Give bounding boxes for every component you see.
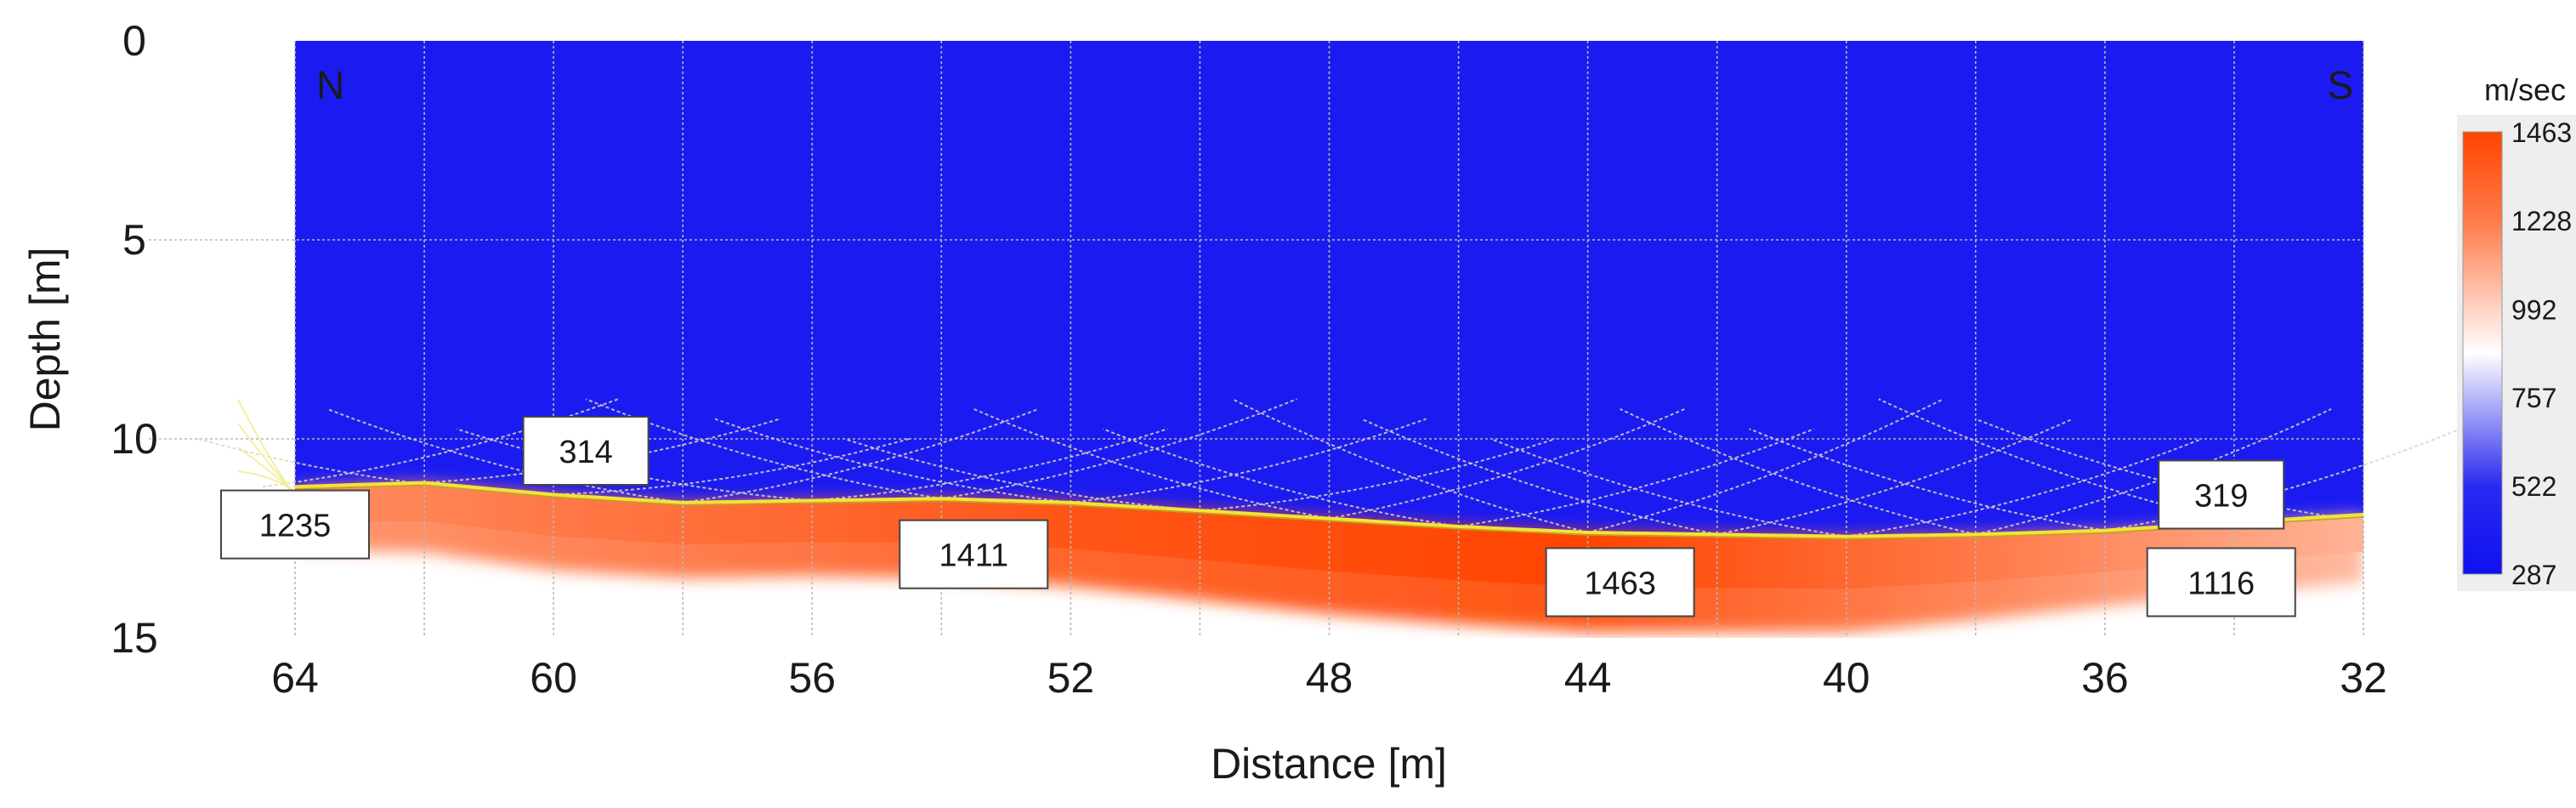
- velocity-annotation: 314: [522, 416, 650, 486]
- x-tick-label: 56: [788, 654, 836, 702]
- colorbar: m/sec 1463 1228 992 757 522 287: [2457, 72, 2576, 591]
- ray-path: [1490, 438, 1847, 538]
- y-tick-label: 0: [122, 17, 146, 65]
- ray-path: [1975, 407, 2332, 536]
- velocity-annotations: 314 1235 1411 1463 319 1116: [220, 416, 2296, 617]
- colorbar-ramp: [2462, 131, 2503, 575]
- annotation-box: [2146, 547, 2296, 617]
- x-tick-label: 32: [2340, 654, 2387, 702]
- x-tick-label: 48: [1306, 654, 1353, 702]
- ray-path: [683, 407, 1039, 504]
- ray-path-outside: [237, 399, 296, 494]
- annotation-box: [2158, 459, 2285, 530]
- velocity-annotation: 319: [2158, 459, 2285, 530]
- x-tick-label: 44: [1564, 654, 1612, 702]
- x-tick-label: 64: [271, 654, 319, 702]
- y-tick-label: 10: [111, 415, 158, 463]
- colorbar-tick-label: 522: [2511, 471, 2556, 502]
- velocity-annotation: 1116: [2146, 547, 2296, 617]
- colorbar-tick-label: 992: [2511, 294, 2556, 325]
- ray-path: [941, 398, 1297, 500]
- ray-path: [2104, 428, 2461, 532]
- colorbar-tick-label: 1228: [2511, 206, 2572, 236]
- ray-path: [326, 407, 684, 504]
- ray-path: [197, 438, 554, 496]
- ray-path: [973, 407, 1330, 520]
- x-tick-label: 52: [1047, 654, 1095, 702]
- annotation-text: 1411: [939, 538, 1008, 574]
- y-axis-label: Depth [m]: [21, 248, 69, 432]
- annotation-text: 1116: [2187, 566, 2255, 602]
- ray-path: [262, 398, 619, 488]
- ray-path: [1716, 418, 2074, 536]
- colorbar-tick-label: 1463: [2511, 117, 2572, 148]
- ray-path: [1329, 407, 1686, 520]
- ray-path: [1587, 398, 1944, 533]
- annotation-text: 1235: [259, 509, 332, 544]
- annotation-text: 319: [2194, 479, 2248, 515]
- direction-label-right: S: [2327, 63, 2353, 107]
- annotation-box: [1545, 547, 1695, 617]
- annotation-box: [220, 489, 370, 560]
- velocity-annotation: 1411: [899, 519, 1049, 589]
- ray-path: [1361, 418, 1717, 536]
- interface-line: [294, 481, 2364, 538]
- annotation-text: 1463: [1584, 566, 1656, 602]
- ray-path: [1070, 418, 1427, 504]
- annotation-box: [522, 416, 650, 486]
- x-axis: 64 60 56 52 48 44 40 36 32: [271, 654, 2387, 702]
- ray-paths: [197, 398, 2461, 538]
- x-tick-label: 40: [1823, 654, 1870, 702]
- direction-label-left: N: [316, 63, 344, 107]
- y-tick-label: 15: [111, 614, 158, 662]
- interface-line-shadow: [294, 484, 2364, 540]
- annotation-box: [899, 519, 1049, 589]
- annotation-text: 314: [559, 435, 612, 470]
- velocity-annotation: 1235: [220, 489, 370, 560]
- x-axis-label: Distance [m]: [1211, 740, 1447, 788]
- refractor-interface: [294, 481, 2364, 540]
- ray-path: [1749, 428, 2106, 532]
- velocity-annotation: 1463: [1545, 547, 1695, 617]
- colorbar-tick-label: 287: [2511, 560, 2556, 590]
- ray-path: [812, 428, 1168, 502]
- colorbar-unit: m/sec: [2484, 72, 2566, 107]
- ray-path: [1200, 438, 1556, 512]
- ray-path: [1232, 398, 1588, 533]
- ray-path: [1620, 407, 1977, 536]
- ray-path: [714, 418, 1071, 504]
- ray-path: [843, 438, 1200, 512]
- grid-lines: [149, 41, 2364, 638]
- x-tick-label: 36: [2081, 654, 2129, 702]
- x-tick-label: 60: [530, 654, 577, 702]
- ray-path: [1103, 428, 1459, 527]
- y-axis: 0 5 10 15: [111, 17, 158, 662]
- ray-path: [553, 438, 910, 496]
- y-tick-label: 5: [122, 216, 146, 264]
- colorbar-tick-label: 757: [2511, 383, 2556, 413]
- ray-path: [1846, 438, 2203, 538]
